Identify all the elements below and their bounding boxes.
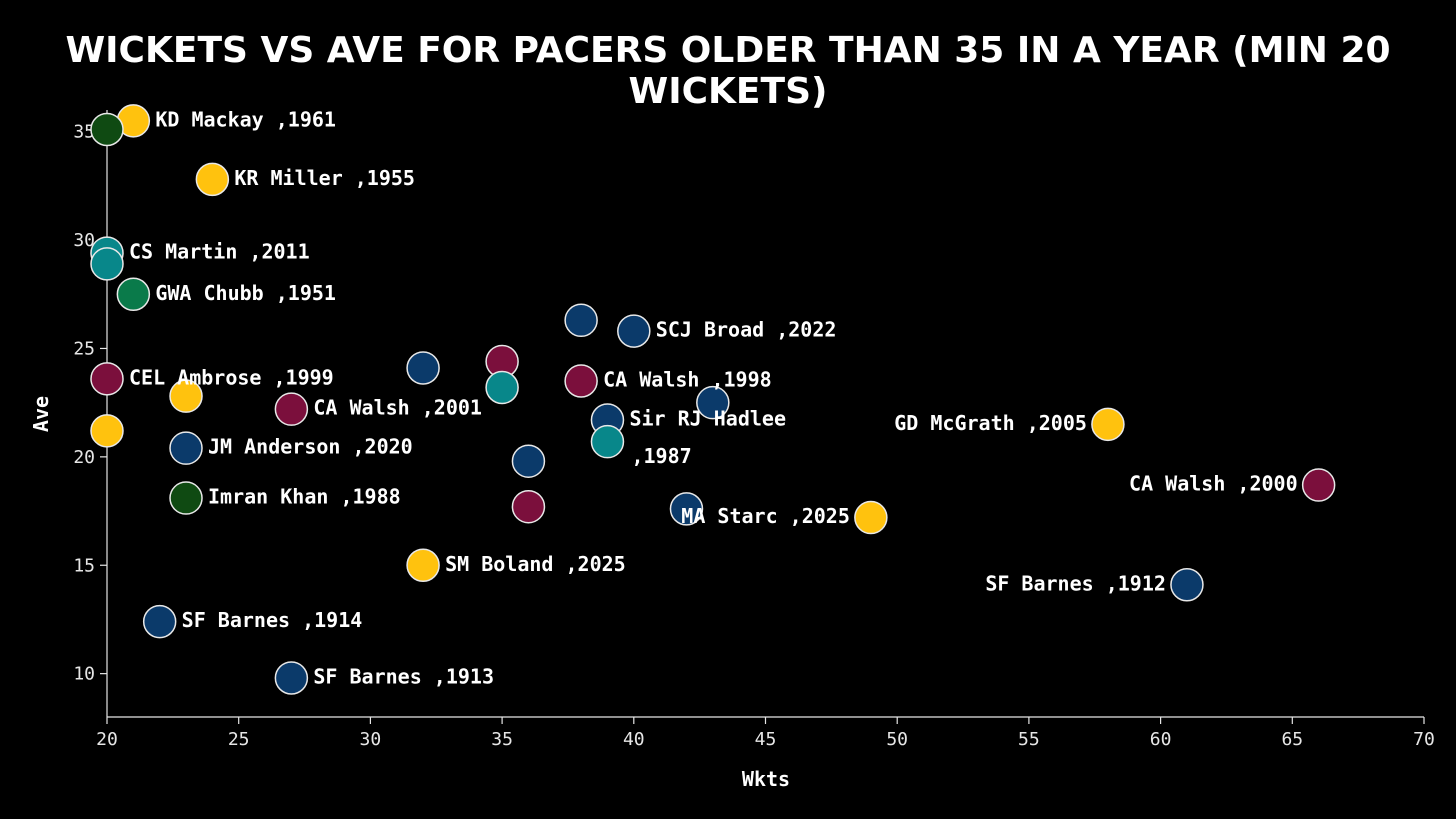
- data-points: [90, 104, 1336, 695]
- data-point[interactable]: [511, 444, 546, 478]
- x-tick: 45: [755, 717, 777, 750]
- data-point[interactable]: [1170, 568, 1204, 602]
- data-point[interactable]: [485, 370, 519, 405]
- y-tick-label: 30: [73, 230, 95, 251]
- axes: 20 25 30 35 40 45 50 55 60 65 70 10 15 20 25 30 35: [73, 110, 1435, 750]
- x-tick-label: 65: [1281, 729, 1303, 750]
- y-tick: 10: [73, 664, 107, 685]
- y-tick: 25: [73, 338, 107, 359]
- x-tick-label: 30: [360, 729, 382, 750]
- data-point[interactable]: [1301, 468, 1336, 502]
- data-point[interactable]: [617, 314, 651, 348]
- data-point[interactable]: [169, 481, 203, 515]
- point-label: JM Anderson ,2020: [208, 435, 413, 459]
- point-label: SF Barnes ,1913: [313, 664, 494, 688]
- x-tick-label: 25: [228, 729, 250, 750]
- x-tick-label: 45: [755, 729, 777, 750]
- y-axis-label: Ave: [29, 396, 53, 432]
- point-label: ,1987: [631, 444, 691, 468]
- y-tick: 20: [73, 447, 107, 468]
- y-tick-label: 10: [73, 664, 95, 685]
- point-label: KD Mackay ,1961: [155, 107, 336, 131]
- point-label: GWA Chubb ,1951: [155, 281, 336, 305]
- point-label: CA Walsh ,2000: [1129, 472, 1298, 496]
- x-tick: 65: [1281, 717, 1303, 750]
- y-tick-label: 25: [73, 338, 95, 359]
- y-tick-label: 15: [73, 555, 95, 576]
- point-label: SF Barnes ,1912: [985, 571, 1166, 595]
- point-label: Sir RJ Hadlee: [629, 407, 786, 431]
- x-tick-label: 55: [1018, 729, 1040, 750]
- x-tick-label: 70: [1413, 729, 1435, 750]
- point-label: CS Martin ,2011: [129, 240, 310, 264]
- data-point[interactable]: [564, 303, 598, 338]
- point-label: CA Walsh ,1998: [603, 367, 772, 391]
- x-tick: 50: [886, 717, 908, 750]
- x-tick: 60: [1150, 717, 1172, 750]
- x-tick: 20: [96, 717, 118, 750]
- point-label: GD McGrath ,2005: [894, 411, 1087, 435]
- data-point[interactable]: [590, 424, 625, 459]
- data-point[interactable]: [564, 364, 598, 398]
- x-tick-label: 20: [96, 729, 118, 750]
- x-tick-label: 40: [623, 729, 645, 750]
- x-tick-label: 35: [491, 729, 513, 750]
- data-point[interactable]: [90, 414, 124, 448]
- data-point[interactable]: [90, 362, 124, 396]
- point-label: KR Miller ,1955: [234, 166, 415, 190]
- x-axis-label: Wkts: [742, 767, 790, 791]
- data-point[interactable]: [142, 604, 177, 639]
- data-point[interactable]: [274, 392, 309, 426]
- point-label: MA Starc ,2025: [681, 504, 850, 528]
- data-point[interactable]: [1091, 407, 1125, 442]
- point-labels: KD Mackay ,1961 KR Miller ,1955 CS Martin …: [129, 107, 1298, 688]
- data-point[interactable]: [511, 489, 546, 524]
- x-tick-label: 50: [886, 729, 908, 750]
- point-label: Imran Khan ,1988: [208, 485, 401, 509]
- x-tick-label: 60: [1150, 729, 1172, 750]
- y-tick-label: 35: [73, 122, 95, 143]
- point-label: SM Boland ,2025: [445, 552, 626, 576]
- x-tick: 70: [1413, 717, 1435, 750]
- data-point[interactable]: [90, 112, 124, 147]
- data-point[interactable]: [696, 385, 730, 420]
- data-point[interactable]: [195, 162, 230, 197]
- data-point[interactable]: [169, 379, 203, 413]
- x-tick: 25: [228, 717, 250, 750]
- y-tick-label: 20: [73, 447, 95, 468]
- x-tick: 55: [1018, 717, 1040, 750]
- data-point[interactable]: [669, 492, 704, 526]
- data-point[interactable]: [274, 661, 309, 695]
- data-point[interactable]: [406, 351, 440, 385]
- data-point[interactable]: [90, 247, 124, 281]
- chart-title: WICKETS VS AVE FOR PACERS OLDER THAN 35 …: [65, 30, 1391, 112]
- point-label: CA Walsh ,2001: [313, 396, 482, 420]
- data-point[interactable]: [169, 431, 203, 465]
- x-tick: 40: [623, 717, 645, 750]
- point-label: SF Barnes ,1914: [182, 608, 363, 632]
- data-point[interactable]: [406, 548, 440, 582]
- y-tick: 15: [73, 555, 107, 576]
- point-label: SCJ Broad ,2022: [656, 318, 837, 342]
- data-point[interactable]: [854, 500, 888, 535]
- x-tick: 30: [360, 717, 382, 750]
- data-point[interactable]: [116, 277, 151, 312]
- x-tick: 35: [491, 717, 513, 750]
- point-label: CEL Ambrose ,1999: [129, 365, 334, 389]
